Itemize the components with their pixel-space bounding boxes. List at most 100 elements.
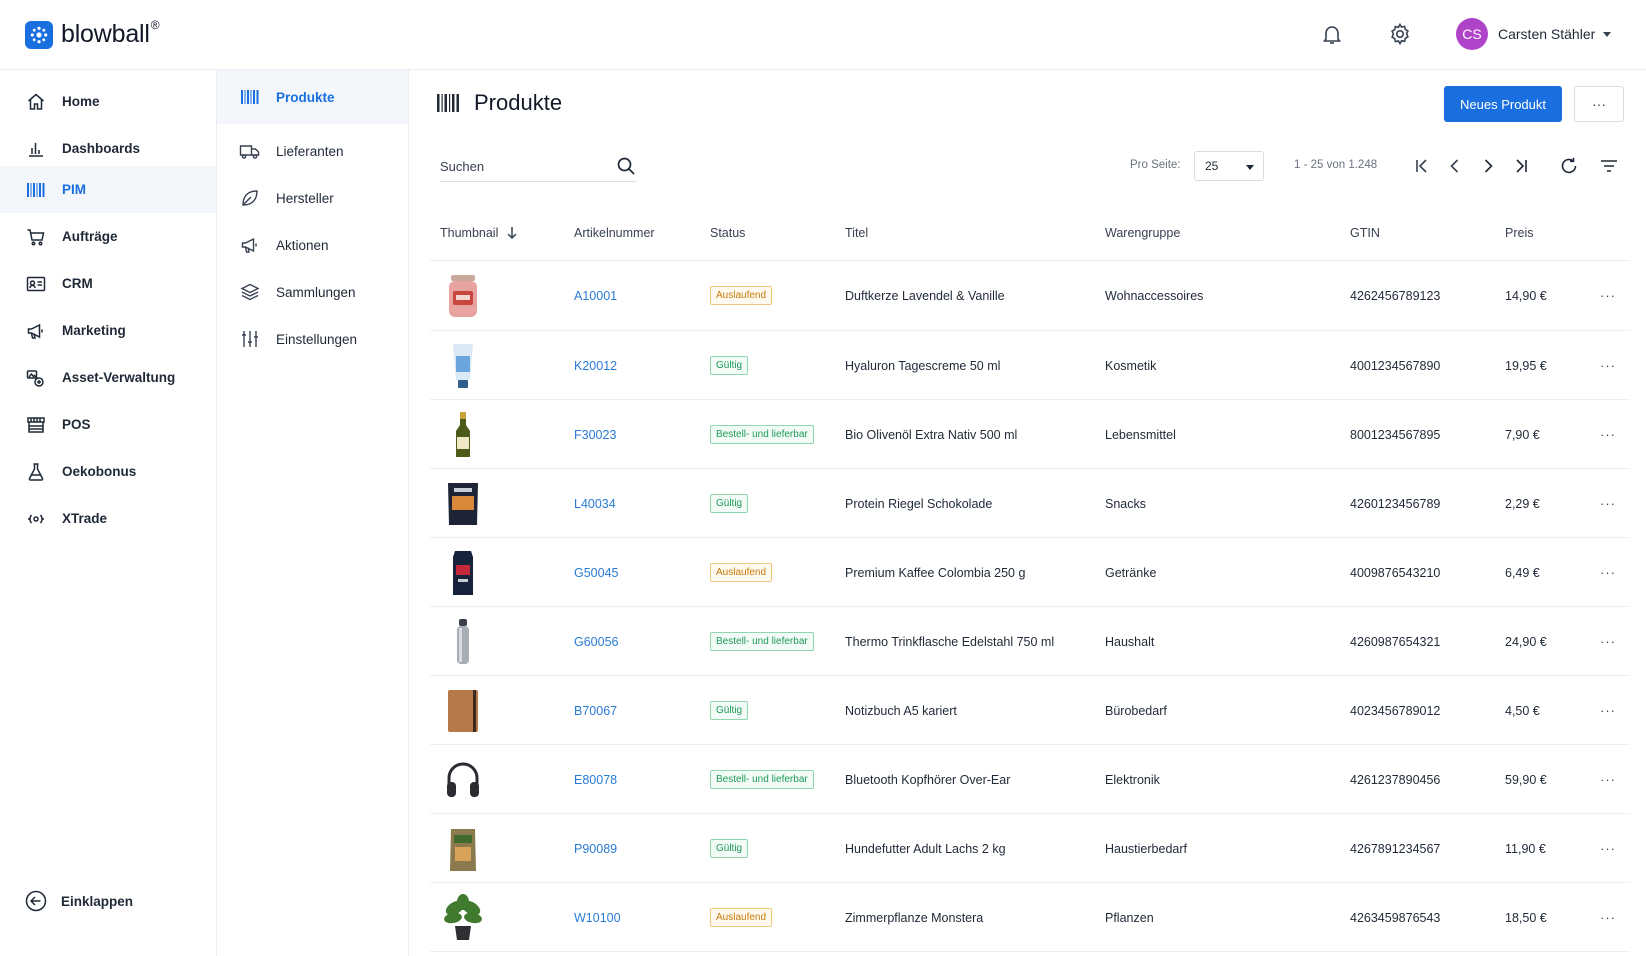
product-thumbnail-candle[interactable] bbox=[438, 271, 488, 321]
subnav-item-label: Aktionen bbox=[276, 237, 329, 253]
row-actions-button[interactable]: ··· bbox=[1600, 772, 1616, 787]
table-row[interactable]: P90089 Gültig Hundefutter Adult Lachs 2 … bbox=[430, 814, 1630, 883]
product-thumbnail-headphones[interactable] bbox=[438, 755, 488, 805]
product-title: Hundefutter Adult Lachs 2 kg bbox=[845, 841, 1006, 856]
table-row[interactable]: W10100 Auslaufend Zimmerpflanze Monstera… bbox=[430, 883, 1630, 952]
collapse-label: Einklappen bbox=[61, 893, 134, 909]
sidebar-item-home[interactable]: Home bbox=[0, 78, 216, 125]
product-thumbnail-flask[interactable] bbox=[438, 617, 488, 667]
row-actions-button[interactable]: ··· bbox=[1600, 565, 1616, 580]
search-icon[interactable] bbox=[616, 156, 636, 179]
product-thumbnail-pet-food[interactable] bbox=[438, 824, 488, 874]
gear-icon[interactable] bbox=[1386, 20, 1414, 48]
per-page-select[interactable]: 25 bbox=[1194, 151, 1264, 181]
product-title: Thermo Trinkflasche Edelstahl 750 ml bbox=[845, 634, 1055, 649]
table-row[interactable]: G60056 Bestell- und lieferbar Thermo Tri… bbox=[430, 607, 1630, 676]
refresh-icon[interactable] bbox=[1557, 154, 1581, 178]
user-menu[interactable]: CS Carsten Stähler bbox=[1456, 18, 1612, 50]
brand-logo[interactable]: blowball® bbox=[25, 18, 160, 49]
product-thumbnail-plant[interactable] bbox=[438, 893, 488, 943]
top-bar: blowball® CS Carsten Stähler bbox=[0, 0, 1646, 70]
subnav-item-einstellungen[interactable]: Einstellungen bbox=[217, 312, 408, 366]
first-page-icon[interactable] bbox=[1410, 154, 1434, 178]
sidebar-item-label: CRM bbox=[62, 276, 93, 291]
sidebar-item-marketing[interactable]: Marketing bbox=[0, 307, 216, 354]
new-product-button[interactable]: Neues Produkt bbox=[1444, 86, 1562, 122]
row-actions-button[interactable]: ··· bbox=[1600, 358, 1616, 373]
sku-link[interactable]: K20012 bbox=[574, 358, 618, 373]
last-page-icon[interactable] bbox=[1509, 154, 1533, 178]
sidebar-item-asset-verwaltung[interactable]: Asset-Verwaltung bbox=[0, 354, 216, 401]
sidebar-item-oekobonus[interactable]: Oekobonus bbox=[0, 448, 216, 495]
bell-icon[interactable] bbox=[1318, 20, 1346, 48]
user-name: Carsten Stähler bbox=[1498, 26, 1596, 42]
column-header-preis[interactable]: Preis bbox=[1505, 226, 1534, 240]
sku-link[interactable]: F30023 bbox=[574, 427, 617, 442]
subnav-item-aktionen[interactable]: Aktionen bbox=[217, 218, 408, 272]
sidebar-item-xtrade[interactable]: XTrade bbox=[0, 495, 216, 542]
assets-icon bbox=[25, 367, 47, 389]
product-group: Bürobedarf bbox=[1105, 703, 1167, 718]
row-actions-button[interactable]: ··· bbox=[1600, 841, 1616, 856]
search-input[interactable] bbox=[440, 159, 610, 174]
sidebar-item-crm[interactable]: CRM bbox=[0, 260, 216, 307]
filter-icon[interactable] bbox=[1597, 154, 1621, 178]
next-page-icon[interactable] bbox=[1476, 154, 1500, 178]
column-header-artikelnummer[interactable]: Artikelnummer bbox=[574, 226, 655, 240]
subnav-item-lieferanten[interactable]: Lieferanten bbox=[217, 124, 408, 178]
previous-page-icon[interactable] bbox=[1443, 154, 1467, 178]
product-title: Zimmerpflanze Monstera bbox=[845, 910, 984, 925]
more-actions-button[interactable]: ··· bbox=[1574, 86, 1624, 122]
table-row[interactable]: A10001 Auslaufend Duftkerze Lavendel & V… bbox=[430, 261, 1630, 330]
product-thumbnail-snack-bag[interactable] bbox=[438, 479, 488, 529]
product-group: Getränke bbox=[1105, 565, 1157, 580]
row-actions-button[interactable]: ··· bbox=[1600, 703, 1616, 718]
sku-link[interactable]: E80078 bbox=[574, 772, 618, 787]
table-row[interactable]: L40034 Gültig Protein Riegel Schokolade … bbox=[430, 469, 1630, 538]
sidebar-item-auftraege[interactable]: Aufträge bbox=[0, 213, 216, 260]
product-thumbnail-tube[interactable] bbox=[438, 341, 488, 391]
table-row[interactable]: B70067 Gültig Notizbuch A5 kariert Bürob… bbox=[430, 676, 1630, 745]
sku-link[interactable]: G60056 bbox=[574, 634, 619, 649]
status-badge: Bestell- und lieferbar bbox=[710, 770, 814, 789]
column-header-status[interactable]: Status bbox=[710, 226, 746, 240]
megaphone-icon bbox=[25, 320, 47, 342]
status-badge: Gültig bbox=[710, 701, 749, 720]
sku-link[interactable]: L40034 bbox=[574, 496, 616, 511]
product-price: 18,50 € bbox=[1505, 910, 1547, 925]
row-actions-button[interactable]: ··· bbox=[1600, 910, 1616, 925]
sidebar-item-dashboards[interactable]: Dashboards bbox=[0, 125, 216, 172]
row-actions-button[interactable]: ··· bbox=[1600, 496, 1616, 511]
product-thumbnail-coffee[interactable] bbox=[438, 548, 488, 598]
sku-link[interactable]: A10001 bbox=[574, 288, 618, 303]
product-thumbnail-bottle[interactable] bbox=[438, 410, 488, 460]
sidebar-item-pos[interactable]: POS bbox=[0, 401, 216, 448]
row-actions-button[interactable]: ··· bbox=[1600, 288, 1616, 303]
sidebar-item-pim[interactable]: PIM bbox=[0, 166, 216, 213]
subnav-item-hersteller[interactable]: Hersteller bbox=[217, 171, 408, 225]
product-thumbnail-notebook[interactable] bbox=[438, 686, 488, 736]
status-badge: Bestell- und lieferbar bbox=[710, 425, 814, 444]
sku-link[interactable]: G50045 bbox=[574, 565, 619, 580]
column-header-gtin[interactable]: GTIN bbox=[1350, 226, 1380, 240]
product-group: Lebensmittel bbox=[1105, 427, 1176, 442]
sku-link[interactable]: B70067 bbox=[574, 703, 618, 718]
table-row[interactable]: G50045 Auslaufend Premium Kaffee Colombi… bbox=[430, 538, 1630, 607]
column-header-titel[interactable]: Titel bbox=[845, 226, 869, 240]
column-header-warengruppe[interactable]: Warengruppe bbox=[1105, 226, 1181, 240]
column-header-thumbnail[interactable]: Thumbnail bbox=[440, 226, 518, 240]
subnav-item-produkte[interactable]: Produkte bbox=[217, 70, 408, 124]
collapse-sidebar-button[interactable]: Einklappen bbox=[25, 890, 133, 912]
product-gtin: 4001234567890 bbox=[1350, 358, 1441, 373]
product-group: Kosmetik bbox=[1105, 358, 1157, 373]
search-field bbox=[440, 152, 636, 182]
table-row[interactable]: E80078 Bestell- und lieferbar Bluetooth … bbox=[430, 745, 1630, 814]
table-row[interactable]: F30023 Bestell- und lieferbar Bio Oliven… bbox=[430, 400, 1630, 469]
row-actions-button[interactable]: ··· bbox=[1600, 634, 1616, 649]
sku-link[interactable]: P90089 bbox=[574, 841, 618, 856]
main-sidebar: Home Dashboards PIM Aufträge CRM Marketi… bbox=[0, 70, 217, 956]
row-actions-button[interactable]: ··· bbox=[1600, 427, 1616, 442]
subnav-item-sammlungen[interactable]: Sammlungen bbox=[217, 265, 408, 319]
sku-link[interactable]: W10100 bbox=[574, 910, 621, 925]
table-row[interactable]: K20012 Gültig Hyaluron Tagescreme 50 ml … bbox=[430, 331, 1630, 400]
